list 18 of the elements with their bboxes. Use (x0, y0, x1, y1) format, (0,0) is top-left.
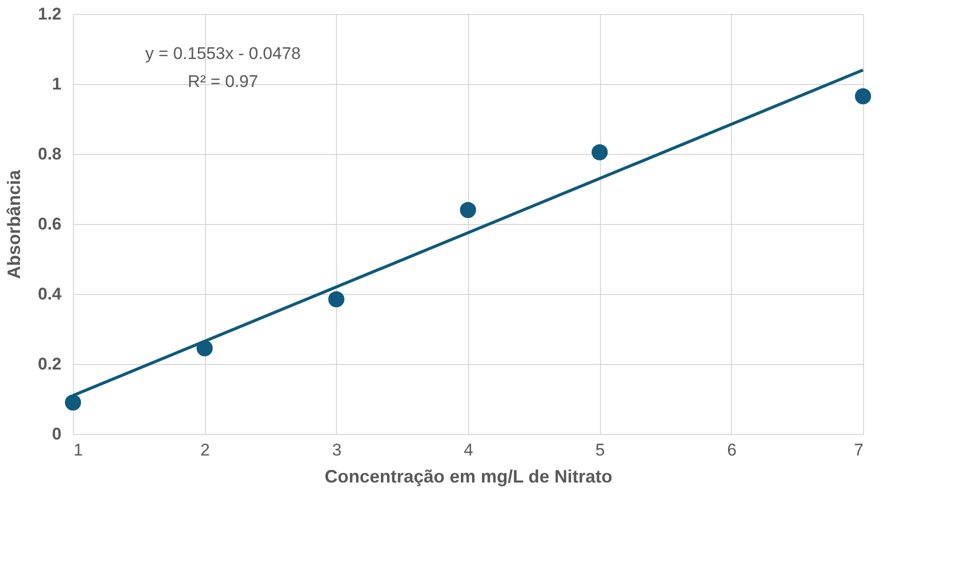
x-tick-label: 2 (200, 440, 210, 460)
annotation: y = 0.1553x - 0.0478 (145, 44, 301, 63)
x-tick-label: 5 (595, 440, 605, 460)
x-tick-label: 7 (854, 440, 864, 460)
x-tick-label: 4 (464, 440, 474, 460)
x-axis-title: Concentração em mg/L de Nitrato (324, 466, 612, 486)
y-tick-label: 1 (52, 74, 62, 94)
annotation: R² = 0.97 (188, 72, 258, 91)
y-tick-label: 1.2 (38, 4, 62, 24)
y-tick-label: 0.2 (38, 354, 62, 374)
y-tick-label: 0 (52, 424, 62, 444)
y-axis-title: Absorbância (4, 169, 24, 280)
x-tick-label: 1 (74, 440, 83, 460)
x-tick-label: 3 (332, 440, 342, 460)
x-tick-label: 6 (727, 440, 737, 460)
y-tick-label: 0.6 (38, 214, 62, 234)
y-tick-label: 0.8 (38, 144, 62, 164)
y-tick-label: 0.4 (38, 284, 62, 304)
